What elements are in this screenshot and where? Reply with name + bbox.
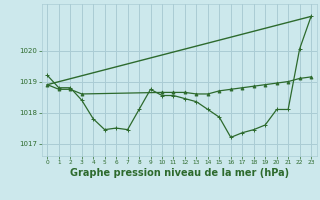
X-axis label: Graphe pression niveau de la mer (hPa): Graphe pression niveau de la mer (hPa) [70,168,289,178]
